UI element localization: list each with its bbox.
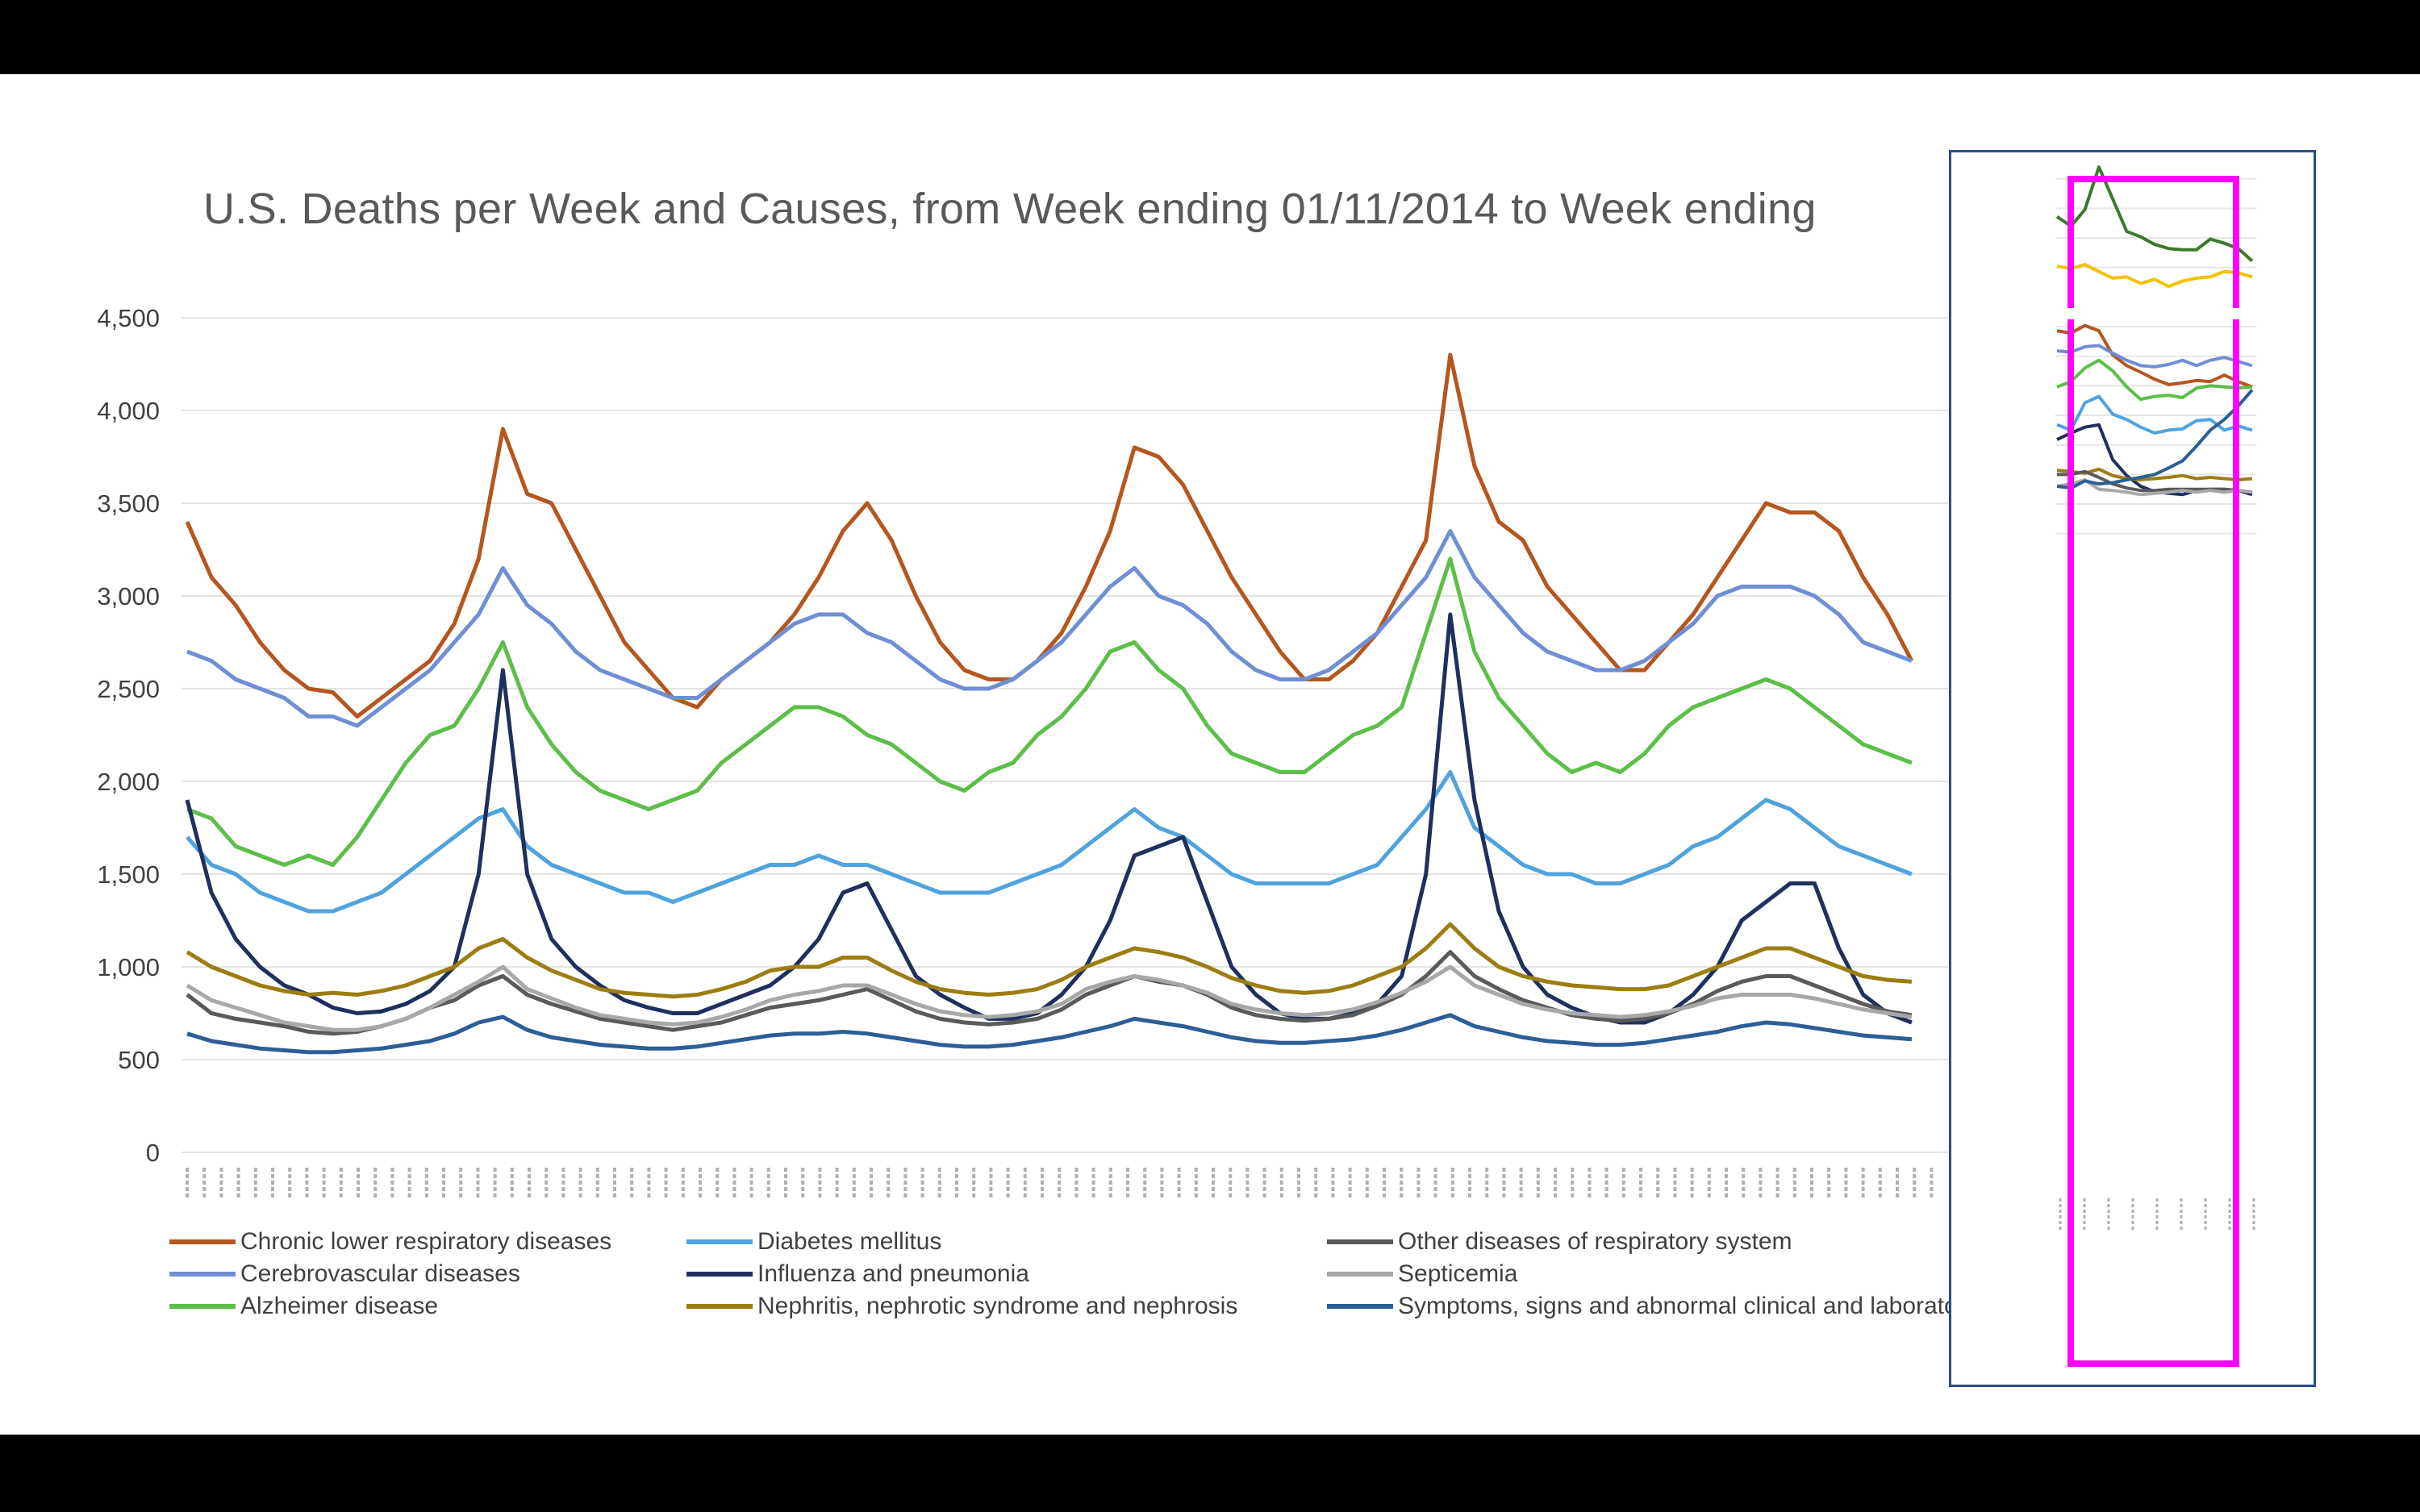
inset-chart — [2055, 150, 2256, 1367]
legend-label: Chronic lower respiratory diseases — [240, 1228, 612, 1255]
legend-item: Other diseases of respiratory system — [1327, 1227, 1792, 1256]
axis-break-mark — [2066, 308, 2076, 319]
legend-label: Symptoms, signs and abnormal clinical an… — [1398, 1293, 1966, 1319]
legend-swatch — [1327, 1304, 1393, 1309]
inset-series-line-2 — [2056, 323, 2253, 389]
legend-label: Septicemia — [1398, 1260, 1518, 1287]
inset-series-line-6 — [2056, 423, 2253, 497]
y-tick-label: 1,000 — [97, 953, 160, 981]
y-tick-label: 2,000 — [97, 768, 160, 796]
legend-item: Septicemia — [1327, 1260, 1517, 1289]
series-line-4 — [185, 612, 1913, 1025]
legend-label: Diabetes mellitus — [757, 1228, 942, 1255]
legend-label: Other diseases of respiratory system — [1398, 1228, 1792, 1255]
legend-swatch — [169, 1239, 236, 1244]
legend-item: Symptoms, signs and abnormal clinical an… — [1327, 1292, 1966, 1321]
legend-swatch — [686, 1239, 753, 1244]
inset-series-line-0 — [2055, 165, 2254, 263]
inset-series-line-1 — [2056, 263, 2253, 289]
legend-item: Alzheimer disease — [169, 1292, 438, 1321]
legend-label: Cerebrovascular diseases — [240, 1260, 520, 1287]
inset-series-line-4 — [2056, 358, 2253, 402]
legend-item: Chronic lower respiratory diseases — [169, 1227, 611, 1256]
y-tick-label: 2,500 — [97, 675, 160, 703]
legend-swatch — [1327, 1239, 1393, 1244]
legend-swatch — [686, 1304, 753, 1309]
legend-label: Alzheimer disease — [240, 1293, 439, 1319]
top-letterbox-bar — [0, 0, 2420, 74]
series-line-2 — [186, 556, 1913, 867]
series-line-5 — [186, 922, 1913, 999]
y-tick-label: 3,000 — [97, 582, 160, 610]
y-tick-label: 0 — [146, 1139, 160, 1167]
y-tick-label: 4,500 — [97, 304, 160, 332]
y-tick-label: 3,500 — [97, 489, 160, 518]
axis-break-mark — [2231, 308, 2241, 319]
inset-series-line-3 — [2056, 344, 2253, 369]
y-tick-label: 500 — [118, 1046, 160, 1074]
legend-item: Cerebrovascular diseases — [169, 1260, 520, 1289]
legend-label: Nephritis, nephrotic syndrome and nephro… — [757, 1293, 1238, 1319]
highlight-box — [2067, 176, 2239, 1367]
series-line-7 — [186, 964, 1913, 1032]
legend-swatch — [686, 1272, 753, 1277]
y-tick-label: 4,000 — [97, 397, 160, 425]
series-line-1 — [186, 529, 1913, 728]
inset-series-line-10 — [2056, 389, 2254, 490]
inset-series-line-5 — [2056, 394, 2253, 435]
series-line-0 — [185, 352, 1914, 719]
legend-swatch — [169, 1272, 236, 1277]
series-line-8 — [186, 1013, 1913, 1055]
legend-item: Nephritis, nephrotic syndrome and nephro… — [686, 1292, 1237, 1321]
y-tick-label: 1,500 — [97, 860, 160, 889]
chart-title: U.S. Deaths per Week and Causes, from We… — [203, 185, 1817, 233]
legend-item: Diabetes mellitus — [686, 1227, 941, 1256]
legend-swatch — [1327, 1272, 1393, 1277]
bottom-letterbox-bar — [0, 1435, 2420, 1512]
series-line-6 — [186, 950, 1913, 1036]
inset-series-line-8 — [2057, 469, 2253, 494]
legend-item: Influenza and pneumonia — [686, 1260, 1029, 1289]
series-line-3 — [186, 770, 1913, 914]
legend-label: Influenza and pneumonia — [757, 1260, 1029, 1287]
legend-swatch — [169, 1304, 236, 1309]
